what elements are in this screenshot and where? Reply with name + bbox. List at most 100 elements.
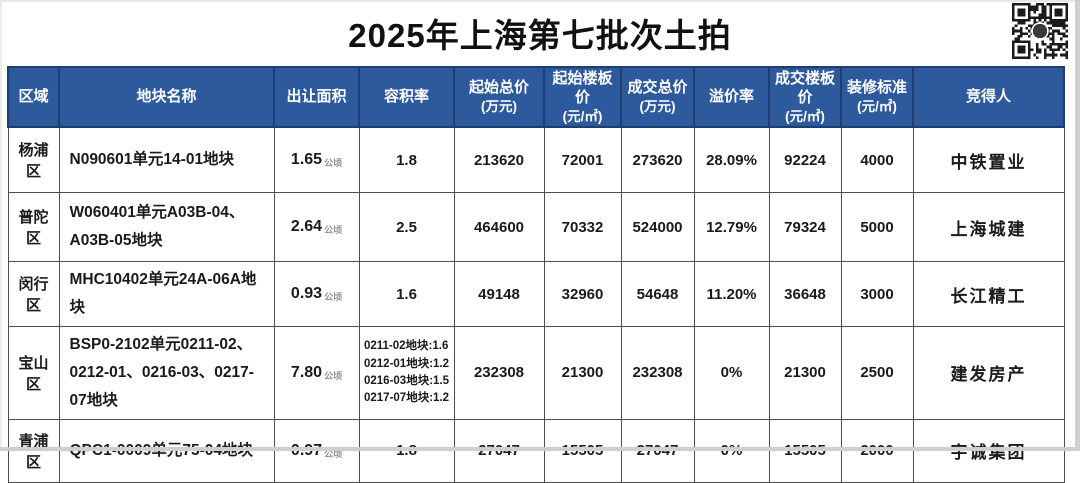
cell-premium-rate: 12.79% xyxy=(693,192,770,262)
cell-decoration-standard: 4000 xyxy=(840,126,914,193)
cell-winner: 长江精工 xyxy=(912,261,1065,327)
column-header: 地块名称 xyxy=(58,66,275,128)
cell-floor-area-ratio: 2.5 xyxy=(358,192,455,262)
column-header-unit: (元/㎡) xyxy=(857,98,897,114)
cell-plot-name: W060401单元A03B-04、A03B-05地块 xyxy=(58,192,275,262)
column-header: 出让面积 xyxy=(273,66,360,128)
area-unit-label: 公顷 xyxy=(324,158,343,168)
far-line: 0212-01地块:1.2 xyxy=(363,357,450,370)
column-header: 装修标准 (元/㎡) xyxy=(840,66,914,128)
column-header: 起始总价 (万元) xyxy=(453,66,545,128)
column-header: 起始楼板价 (元/㎡) xyxy=(543,66,622,128)
screenshot-edge-bottom xyxy=(0,447,1080,451)
column-header-label: 成交总价 xyxy=(627,79,688,97)
area-unit-label: 公顷 xyxy=(324,370,343,381)
cell-deal-total-price: 524000 xyxy=(620,192,695,262)
cell-region: 杨浦区 xyxy=(7,126,60,193)
column-header-unit: (万元) xyxy=(481,98,517,114)
cell-deal-floor-price: 36648 xyxy=(768,261,842,327)
cell-plot-name: N090601单元14-01地块 xyxy=(58,126,275,193)
cell-start-total-price: 49148 xyxy=(453,261,545,327)
far-line: 0211-02地块:1.6 xyxy=(363,340,449,353)
table-row: 闵行区 MHC10402单元24A-06A地块 0.93 公顷 1.6 49148… xyxy=(7,261,1065,327)
far-line: 1.6 xyxy=(396,285,417,303)
cell-area: 1.65 公顷 xyxy=(273,126,360,193)
cell-winner: 建发房产 xyxy=(912,326,1065,420)
cell-winner: 上海城建 xyxy=(912,192,1065,262)
column-header: 区域 xyxy=(7,66,60,128)
cell-deal-total-price: 273620 xyxy=(620,126,695,193)
column-header: 容积率 xyxy=(358,66,455,128)
cell-winner: 中铁置业 xyxy=(912,126,1065,193)
screenshot-edge-right xyxy=(1075,0,1080,451)
column-header: 成交总价 (万元) xyxy=(620,66,695,128)
screenshot-edge-left xyxy=(0,0,2,451)
far-line: 0216-03地块:1.5 xyxy=(363,374,450,387)
area-value: 1.65 xyxy=(290,151,323,168)
far-values: 1.8 xyxy=(396,152,417,169)
cell-decoration-standard: 5000 xyxy=(840,192,914,262)
area-unit-label: 公顷 xyxy=(324,225,343,235)
qr-code-icon xyxy=(1012,3,1068,59)
table-row: 普陀区 W060401单元A03B-04、A03B-05地块 2.64 公顷 2.… xyxy=(7,192,1065,262)
cell-deal-floor-price: 92224 xyxy=(768,126,842,193)
column-header-unit: (元/㎡) xyxy=(785,108,825,124)
area-value: 0.93 xyxy=(290,285,323,302)
column-header-label: 竞得人 xyxy=(965,88,1011,106)
far-line: 0217-07地块:1.2 xyxy=(363,392,450,405)
cell-decoration-standard: 3000 xyxy=(840,261,914,327)
cell-premium-rate: 11.20% xyxy=(693,261,770,327)
land-auction-table: 区域 地块名称 出让面积 容积率 起始总价 (万元) 起始楼板价 (元/㎡) 成… xyxy=(7,66,1065,483)
column-header-label: 地块名称 xyxy=(136,88,197,106)
cell-area: 2.64 公顷 xyxy=(273,192,360,262)
column-header-unit: (万元) xyxy=(639,98,676,114)
column-header-label: 出让面积 xyxy=(286,88,347,106)
table-row: 杨浦区 N090601单元14-01地块 1.65 公顷 1.8 213620 7… xyxy=(7,126,1065,193)
column-header-label: 起始总价 xyxy=(468,79,529,97)
cell-start-total-price: 464600 xyxy=(453,192,545,262)
column-header: 竞得人 xyxy=(912,66,1065,128)
cell-premium-rate: 0% xyxy=(693,326,770,420)
cell-floor-area-ratio: 1.8 xyxy=(358,126,455,193)
cell-deal-floor-price: 79324 xyxy=(768,192,842,262)
column-header-label: 容积率 xyxy=(383,88,429,106)
cell-floor-area-ratio: 1.6 xyxy=(358,261,455,327)
cell-start-total-price: 213620 xyxy=(453,126,545,193)
cell-start-floor-price: 21300 xyxy=(543,326,622,420)
column-header-unit: (元/㎡) xyxy=(562,108,603,124)
cell-deal-floor-price: 21300 xyxy=(768,326,842,420)
far-line: 1.8 xyxy=(396,151,417,169)
area-unit-label: 公顷 xyxy=(324,292,343,302)
cell-region: 普陀区 xyxy=(7,192,60,262)
column-header-label: 溢价率 xyxy=(708,88,754,106)
header-row: 区域 地块名称 出让面积 容积率 起始总价 (万元) 起始楼板价 (元/㎡) 成… xyxy=(7,66,1065,128)
column-header: 溢价率 xyxy=(693,66,770,128)
cell-decoration-standard: 2500 xyxy=(840,326,914,420)
cell-premium-rate: 28.09% xyxy=(693,126,770,193)
cell-start-total-price: 232308 xyxy=(453,326,545,420)
cell-area: 0.93 公顷 xyxy=(273,261,360,327)
page-title: 2025年上海第七批次土拍 xyxy=(348,17,732,54)
column-header: 成交楼板价 (元/㎡) xyxy=(768,66,842,128)
column-header-label: 起始楼板价 xyxy=(552,69,613,107)
title-bar: 2025年上海第七批次土拍 xyxy=(0,0,1080,66)
far-values: 2.5 xyxy=(396,219,417,236)
cell-floor-area-ratio: 0211-02地块:1.6 0212-01地块:1.2 0216-03地块:1.5 0… xyxy=(358,326,455,420)
far-values: 1.6 xyxy=(396,286,417,303)
column-header-label: 区域 xyxy=(18,88,49,106)
cell-deal-total-price: 54648 xyxy=(620,261,695,327)
cell-deal-total-price: 232308 xyxy=(620,326,695,420)
cell-plot-name: BSP0-2102单元0211-02、0212-01、0216-03、0217-… xyxy=(58,326,275,420)
cell-start-floor-price: 70332 xyxy=(543,192,622,262)
cell-region: 宝山区 xyxy=(7,326,60,420)
cell-area: 7.80 公顷 xyxy=(273,326,360,420)
area-value: 2.64 xyxy=(290,218,323,235)
screenshot-edge-top xyxy=(0,0,1080,2)
cell-region: 闵行区 xyxy=(7,261,60,327)
table-row: 宝山区 BSP0-2102单元0211-02、0212-01、0216-03、0… xyxy=(7,326,1065,420)
far-line: 2.5 xyxy=(396,218,417,236)
cell-plot-name: MHC10402单元24A-06A地块 xyxy=(58,261,275,327)
cell-start-floor-price: 72001 xyxy=(543,126,622,193)
column-header-label: 装修标准 xyxy=(846,79,907,97)
